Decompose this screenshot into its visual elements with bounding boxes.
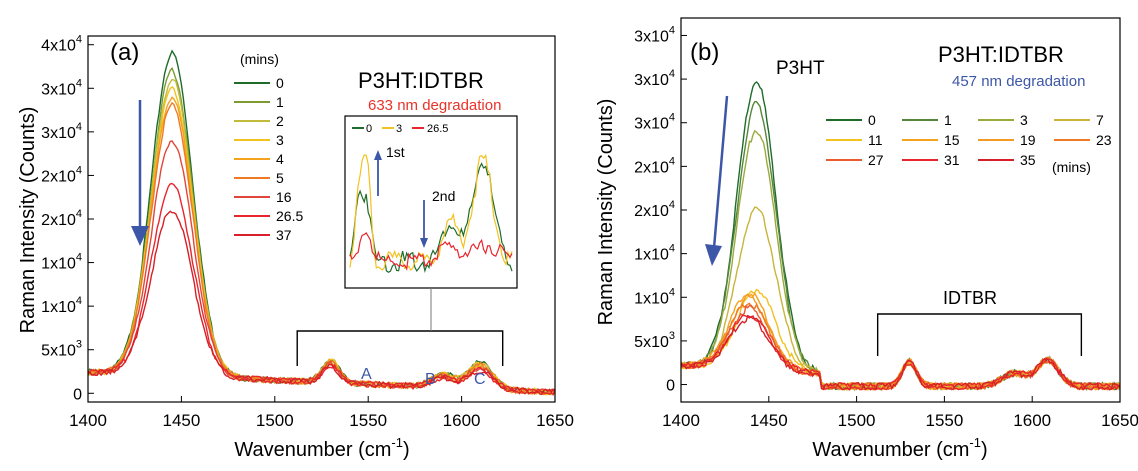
inset-legend-label-0: 0 <box>366 123 372 135</box>
panel-a-legend: 0 1 2 3 4 5 16 26.5 37 <box>234 75 303 243</box>
panel-a-annotation-A: A <box>361 366 372 383</box>
panel-a-legend-label-0: 0 <box>276 75 284 91</box>
panel-a-series-line-37 <box>87 210 556 396</box>
panel-b-y-tick-label: 2x104 <box>634 199 675 220</box>
panel-a-legend-label-3: 3 <box>276 132 284 148</box>
panel-a-legend-label-1: 1 <box>276 94 284 110</box>
panel-a-annotation-B: B <box>425 371 436 388</box>
panel-a-annotation-C: C <box>474 371 486 388</box>
panel-a-x-tick-label: 1600 <box>443 411 481 430</box>
panel-b-y-tick-label: 2x104 <box>634 155 675 176</box>
inset-arrow-down-icon <box>420 200 428 248</box>
panel-a-title: P3HT:IDTBR <box>358 68 484 93</box>
panel-b-series-line-0 <box>680 81 1121 391</box>
inset-legend-label-2: 26.5 <box>427 123 448 135</box>
panel-b-legend-label-0: 0 <box>868 112 876 128</box>
panel-b-y-tick-label: 5x103 <box>634 330 675 351</box>
panel-a-y-tick-label: 3x104 <box>41 77 82 98</box>
panel-b-title: P3HT:IDTBR <box>938 42 1064 67</box>
panel-b-legend-label-35: 35 <box>1020 152 1036 168</box>
panel-b-legend-label-3: 3 <box>1020 112 1028 128</box>
panel-a-x-axis-label: Wavenumber (cm-1) <box>234 435 409 461</box>
panel-b-legend-label-31: 31 <box>944 152 960 168</box>
panel-a-series-line-26.5 <box>87 182 556 397</box>
panel-b-y-tick-label: 3x104 <box>634 24 675 45</box>
panel-a-arrow-down-icon <box>131 100 149 246</box>
panel-a-subtitle: 633 nm degradation <box>368 97 501 114</box>
panel-a-legend-label-4: 4 <box>276 151 284 167</box>
panel-a-x-tick-label: 1500 <box>256 411 294 430</box>
panel-b-legend-label-7: 7 <box>1096 112 1104 128</box>
panel-a-y-tick-label: 2x104 <box>41 208 82 229</box>
panel-b-legend-label-27: 27 <box>868 152 884 168</box>
panel-b-x-tick-label: 1600 <box>1013 411 1051 430</box>
panel-b-x-tick-label: 1400 <box>662 411 700 430</box>
panel-a-y-tick-label: 4x104 <box>41 34 82 55</box>
panel-b-y-tick-label: 3x104 <box>634 112 675 133</box>
panel-a-y-axis-label: Raman Intensity (Counts) <box>17 107 39 334</box>
panel-a-x-tick-label: 1400 <box>69 411 107 430</box>
panel-a-bracket <box>296 330 504 366</box>
panel-b-y-tick-label: 3x104 <box>634 68 675 89</box>
panel-a-label: (a) <box>110 39 139 66</box>
panel-b-bracket-label: IDTBR <box>943 288 997 308</box>
panel-a: 1400 1450 1500 1550 1600 1650 05x1031x1041x10… <box>17 34 574 461</box>
panel-b-label: (b) <box>690 39 719 66</box>
inset-series-line-26.5 <box>349 231 513 271</box>
panel-a-legend-label-26.5: 26.5 <box>276 208 303 224</box>
panel-a-y-tick-label: 0 <box>73 386 82 403</box>
panel-b-series <box>680 81 1121 392</box>
panel-b-y-axis-label: Raman Intensity (Counts) <box>595 99 617 326</box>
panel-b-bracket <box>876 313 1083 356</box>
panel-a-y-tick-label: 5x103 <box>41 339 82 360</box>
panel-b-series-line-35 <box>680 314 1121 391</box>
panel-b-x-tick-label: 1550 <box>925 411 963 430</box>
panel-b-legend-title: (mins) <box>1052 159 1091 175</box>
panel-b-y-tick-label: 0 <box>666 378 675 395</box>
inset-legend-label-1: 3 <box>396 123 402 135</box>
panel-b-x-tick-label: 1450 <box>750 411 788 430</box>
panel-a-legend-label-37: 37 <box>276 227 292 243</box>
panel-b-y-tick-label: 1x104 <box>634 286 675 307</box>
panel-b: 1400 1450 1500 1550 1600 1650 0 5x103 1x104 1x10… <box>595 17 1138 461</box>
panel-a-y-tick-label: 3x104 <box>41 121 82 142</box>
inset-label-1st: 1st <box>386 144 405 160</box>
panel-b-legend-label-11: 11 <box>868 132 883 148</box>
panel-b-subtitle: 457 nm degradation <box>952 73 1085 90</box>
panel-b-y-tick-label: 1x104 <box>634 243 675 264</box>
panel-b-x-tick-label: 1500 <box>838 411 876 430</box>
panel-b-x-axis-label: Wavenumber (cm-1) <box>812 435 987 461</box>
panel-a-y-tick-label: 1x104 <box>41 295 82 316</box>
panel-b-legend-label-15: 15 <box>944 132 960 148</box>
panel-b-arrow-down-icon <box>705 95 729 266</box>
panel-b-legend-label-19: 19 <box>1020 132 1036 148</box>
panel-b-peak-label: P3HT <box>776 58 825 79</box>
panel-a-y-tick-label: 2x104 <box>41 164 82 185</box>
panel-b-legend-label-23: 23 <box>1096 132 1112 148</box>
panel-a-x-tick-label: 1550 <box>349 411 387 430</box>
panel-a-x-tick-label: 1650 <box>536 411 574 430</box>
panel-a-legend-title: (mins) <box>240 51 279 67</box>
panel-a-legend-label-2: 2 <box>276 113 284 129</box>
inset-arrow-up-icon <box>374 150 382 196</box>
panel-a-legend-label-16: 16 <box>276 189 292 205</box>
panel-b-legend-label-1: 1 <box>944 112 952 128</box>
panel-b-series-line-1 <box>680 101 1121 391</box>
panel-b-x-tick-label: 1650 <box>1101 411 1138 430</box>
panel-a-legend-label-5: 5 <box>276 170 284 186</box>
panel-b-legend: 0 1 3 7 11 15 19 23 27 31 35 <box>826 112 1112 168</box>
inset-series-line-3 <box>349 153 513 271</box>
panel-a-series <box>87 49 556 397</box>
panel-a-x-tick-label: 1450 <box>162 411 200 430</box>
inset-label-2nd: 2nd <box>432 188 455 204</box>
panel-a-inset: 0 3 26.5 1st 2nd <box>344 115 518 289</box>
panel-a-y-tick-label: 1x104 <box>41 252 82 273</box>
